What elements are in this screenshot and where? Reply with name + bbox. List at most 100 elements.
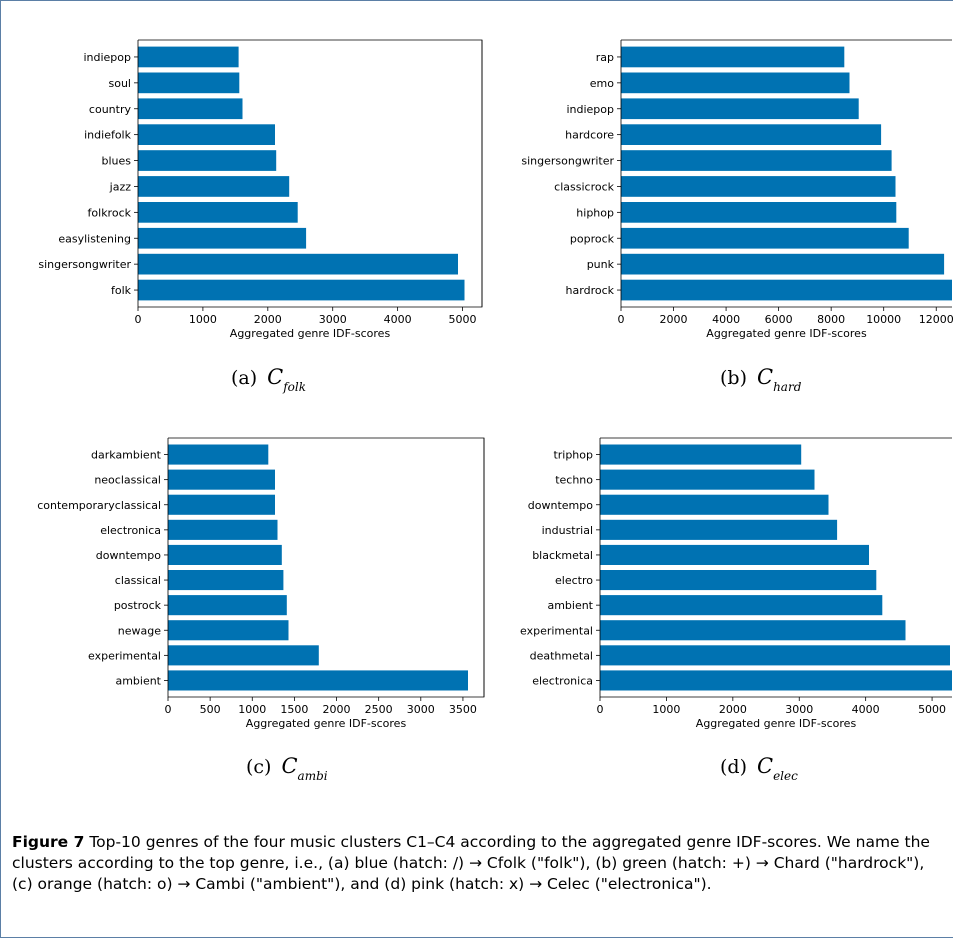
bar-darkambient <box>168 444 269 465</box>
x-tick-label: 10000 <box>866 313 901 326</box>
y-tick-label: hardcore <box>565 129 614 142</box>
y-tick-label: singersongwriter <box>38 258 131 271</box>
y-tick-label: easylistening <box>58 232 131 245</box>
x-tick-label: 1000 <box>238 703 266 716</box>
bar-singersongwriter <box>621 150 892 171</box>
x-tick-label: 1000 <box>189 313 217 326</box>
y-tick-label: folk <box>111 284 132 297</box>
subcaption-b: (b) Chard <box>720 365 801 394</box>
x-tick-label: 8000 <box>817 313 845 326</box>
y-tick-label: neoclassical <box>94 474 161 487</box>
bar-hardrock <box>621 279 952 301</box>
x-tick-label: 2000 <box>254 313 282 326</box>
bar-blues <box>138 150 277 171</box>
y-tick-label: downtempo <box>96 549 161 562</box>
x-tick-label: 1500 <box>280 703 308 716</box>
y-tick-label: rap <box>596 51 614 64</box>
y-tick-label: blues <box>101 155 131 168</box>
bar-indiefolk <box>138 124 275 145</box>
x-tick-label: 12000 <box>919 313 954 326</box>
figure-label: Figure 7 <box>12 833 85 851</box>
bar-postrock <box>168 595 287 616</box>
figure-caption-text: Top-10 genres of the four music clusters… <box>12 833 930 893</box>
subcaption-letter: (b) <box>720 367 747 389</box>
bar-emo <box>621 72 850 94</box>
bar-folk <box>138 279 465 301</box>
chart-panel-a: indiepop soul country indiefolk blues jazz fol… <box>38 39 483 340</box>
bar-soul <box>138 72 240 94</box>
bar-experimental <box>168 645 319 666</box>
y-tick-label: classicrock <box>554 180 614 193</box>
bar-blackmetal <box>600 544 869 565</box>
subcaption-a: (a) Cfolk <box>231 365 306 394</box>
x-tick-label: 2000 <box>719 703 747 716</box>
x-axis-label: Aggregated genre IDF-scores <box>230 327 391 340</box>
y-tick-label: classical <box>115 574 161 587</box>
bar-country <box>138 98 243 120</box>
cluster-subscript: ambi <box>297 769 328 783</box>
chart-panel-c: darkambient neoclassical contemporaryclass… <box>37 437 485 730</box>
x-tick-label: 4000 <box>384 313 412 326</box>
bar-electronica <box>600 670 952 691</box>
x-tick-label: 3500 <box>449 703 477 716</box>
x-tick-label: 1000 <box>652 703 680 716</box>
bar-downtempo <box>600 494 829 515</box>
bar-singersongwriter <box>138 253 458 275</box>
bar-poprock <box>621 227 909 249</box>
bar-triphop <box>600 444 802 465</box>
bar-punk <box>621 253 945 275</box>
y-tick-label: electronica <box>532 674 593 687</box>
bar-classical <box>168 570 284 591</box>
y-tick-label: electro <box>555 574 593 587</box>
cluster-name: C <box>267 365 284 389</box>
x-tick-label: 4000 <box>712 313 740 326</box>
subcaption-letter: (a) <box>231 367 258 389</box>
x-tick-label: 3000 <box>785 703 813 716</box>
y-tick-label: poprock <box>570 232 615 245</box>
bar-indiepop <box>138 46 239 68</box>
y-tick-label: soul <box>109 77 132 90</box>
bar-hardcore <box>621 124 882 145</box>
y-tick-label: experimental <box>520 624 593 637</box>
x-axis-label: Aggregated genre IDF-scores <box>706 327 867 340</box>
cluster-subscript: elec <box>773 769 798 783</box>
bar-hiphop <box>621 202 897 223</box>
cluster-name: C <box>757 365 774 389</box>
y-tick-label: blackmetal <box>532 549 593 562</box>
subcaption-c: (c) Cambi <box>246 754 328 783</box>
y-tick-label: industrial <box>542 524 593 537</box>
x-tick-label: 0 <box>135 313 142 326</box>
bar-experimental <box>600 620 906 641</box>
bar-easylistening <box>138 227 307 249</box>
bar-deathmetal <box>600 645 950 666</box>
y-tick-label: indiepop <box>83 51 131 64</box>
y-tick-label: hardrock <box>566 284 615 297</box>
cluster-name: C <box>757 754 774 778</box>
y-tick-label: contemporaryclassical <box>37 499 161 512</box>
y-tick-label: folkrock <box>88 206 132 219</box>
bar-electro <box>600 570 877 591</box>
bar-downtempo <box>168 544 282 565</box>
chart-panel-d: triphop techno downtempo industrial blackmet… <box>520 437 952 730</box>
y-tick-label: ambient <box>115 674 161 687</box>
bar-newage <box>168 620 289 641</box>
bar-contemporaryclassical <box>168 494 275 515</box>
x-axis-label: Aggregated genre IDF-scores <box>696 717 857 730</box>
y-tick-label: singersongwriter <box>521 155 614 168</box>
x-tick-label: 6000 <box>765 313 793 326</box>
bar-classicrock <box>621 176 896 197</box>
bar-ambient <box>168 670 468 691</box>
x-tick-label: 0 <box>165 703 172 716</box>
y-tick-label: darkambient <box>91 449 162 462</box>
x-tick-label: 5000 <box>449 313 477 326</box>
subcaption-letter: (d) <box>720 756 747 778</box>
x-axis-label: Aggregated genre IDF-scores <box>246 717 407 730</box>
x-tick-label: 2000 <box>660 313 688 326</box>
y-tick-label: jazz <box>109 180 132 193</box>
bar-rap <box>621 46 845 68</box>
x-tick-label: 3000 <box>407 703 435 716</box>
x-tick-label: 2000 <box>323 703 351 716</box>
bar-jazz <box>138 176 290 197</box>
x-tick-label: 0 <box>618 313 625 326</box>
y-tick-label: emo <box>590 77 614 90</box>
